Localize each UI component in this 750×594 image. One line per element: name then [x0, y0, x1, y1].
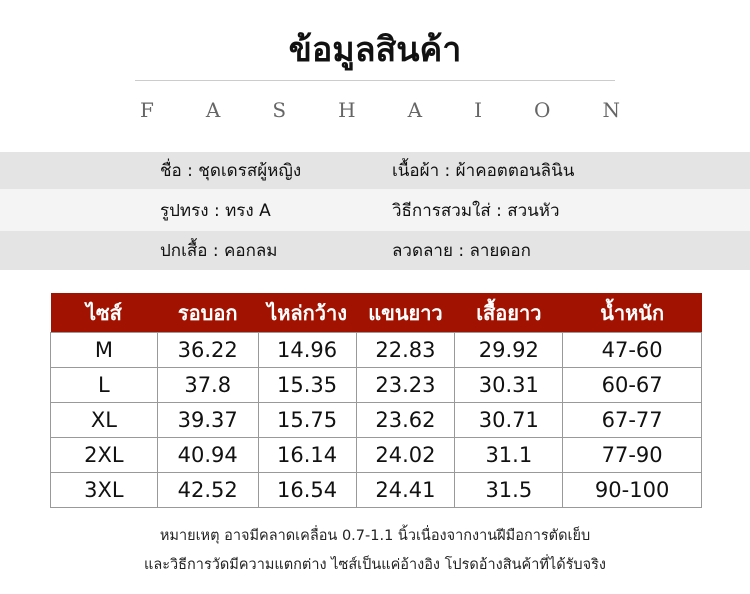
brand-letter: O: [534, 98, 551, 122]
table-cell: 30.71: [454, 402, 564, 438]
info-name: ชื่อ : ชุดเดรสผู้หญิง: [160, 161, 302, 181]
table-cell: 37.8: [156, 367, 259, 403]
brand-letter: F: [140, 98, 154, 122]
brand-letter: A: [205, 98, 221, 122]
size-table: ไซส์ รอบอก ไหล่กว้าง แขนยาว เสื้อยาว น้ำ…: [50, 293, 702, 508]
brand-letter: H: [338, 98, 356, 122]
divider: [135, 80, 615, 81]
col-size: ไซส์: [50, 293, 158, 333]
table-cell: 77-90: [562, 437, 702, 473]
table-cell: 15.75: [257, 402, 357, 438]
table-cell: 31.1: [454, 437, 564, 473]
info-wear: วิธีการสวมใส่ : สวนหัว: [392, 200, 560, 221]
table-row: 3XL 42.52 16.54 24.41 31.5 90-100: [50, 472, 702, 508]
table-cell: 23.23: [355, 367, 456, 403]
col-sleeve: แขนยาว: [356, 293, 455, 333]
table-row: M 36.22 14.96 22.83 29.92 47-60: [50, 332, 702, 368]
table-cell: 16.14: [257, 437, 357, 473]
table-cell: 15.35: [257, 367, 357, 403]
table-cell: 3XL: [50, 472, 158, 508]
table-header: ไซส์ รอบอก ไหล่กว้าง แขนยาว เสื้อยาว น้ำ…: [50, 293, 702, 333]
table-cell: 36.22: [156, 332, 259, 368]
col-shoulder: ไหล่กว้าง: [258, 293, 357, 333]
table-cell: 2XL: [50, 437, 158, 473]
table-cell: 30.31: [454, 367, 564, 403]
table-cell: 90-100: [562, 472, 702, 508]
table-cell: 47-60: [562, 332, 702, 368]
table-row: XL 39.37 15.75 23.62 30.71 67-77: [50, 402, 702, 438]
info-shape: รูปทรง : ทรง A: [160, 200, 271, 221]
note-line: หมายเหตุ อาจมีคลาดเคลื่อน 0.7-1.1 นิ้วเน…: [159, 528, 591, 544]
table-cell: M: [50, 332, 158, 368]
table-cell: 39.37: [156, 402, 259, 438]
table-cell: 40.94: [156, 437, 259, 473]
brand-fashion: F A S H A I O N: [140, 98, 620, 122]
info-row: ชื่อ : ชุดเดรสผู้หญิง เนื้อผ้า : ผ้าคอตต…: [0, 152, 750, 189]
info-collar: ปกเสื้อ : คอกลม: [160, 241, 278, 261]
table-cell: 42.52: [156, 472, 259, 508]
info-pattern: ลวดลาย : ลายดอก: [392, 241, 531, 261]
page-title: ข้อมูลสินค้า: [288, 30, 462, 70]
note-line: และวิธีการวัดมีความแตกต่าง ไซส์เป็นแค่อ้…: [144, 557, 606, 573]
table-cell: 29.92: [454, 332, 564, 368]
brand-letter: N: [602, 98, 620, 122]
table-cell: 24.41: [355, 472, 456, 508]
brand-letter: A: [407, 98, 423, 122]
table-row: 2XL 40.94 16.14 24.02 31.1 77-90: [50, 437, 702, 473]
table-cell: L: [50, 367, 158, 403]
table-cell: XL: [50, 402, 158, 438]
table-cell: 16.54: [257, 472, 357, 508]
col-length: เสื้อยาว: [454, 293, 563, 333]
note: หมายเหตุ อาจมีคลาดเคลื่อน 0.7-1.1 นิ้วเน…: [0, 522, 750, 580]
col-chest: รอบอก: [157, 293, 259, 333]
brand-letter: S: [272, 98, 287, 122]
brand-letter: I: [474, 98, 483, 122]
table-cell: 67-77: [562, 402, 702, 438]
table-cell: 23.62: [355, 402, 456, 438]
info-row: รูปทรง : ทรง A วิธีการสวมใส่ : สวนหัว: [0, 189, 750, 231]
table-cell: 14.96: [257, 332, 357, 368]
table-cell: 31.5: [454, 472, 564, 508]
table-cell: 60-67: [562, 367, 702, 403]
table-cell: 24.02: [355, 437, 456, 473]
info-row: ปกเสื้อ : คอกลม ลวดลาย : ลายดอก: [0, 231, 750, 270]
col-weight: น้ำหนัก: [562, 293, 702, 333]
table-cell: 22.83: [355, 332, 456, 368]
info-fabric: เนื้อผ้า : ผ้าคอตตอนลินิน: [392, 161, 575, 181]
table-row: L 37.8 15.35 23.23 30.31 60-67: [50, 367, 702, 403]
